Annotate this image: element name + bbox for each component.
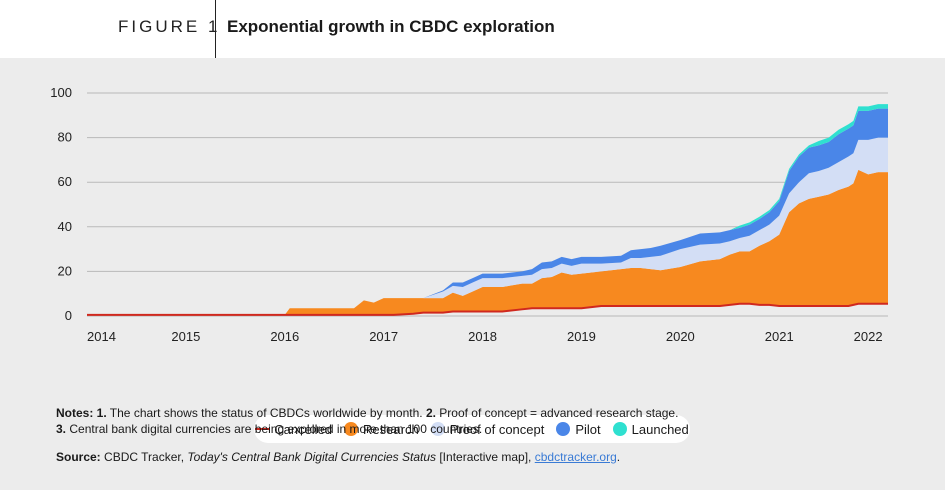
legend-label-launched: Launched <box>631 421 689 437</box>
x-tick-label-2016: 2016 <box>270 329 299 344</box>
note-text-2: Proof of concept = advanced research sta… <box>435 406 679 420</box>
chart-panel: 0 20 40 60 80 100 2014 2015 2016 2017 2018 2019 2020… <box>0 58 945 490</box>
note-number-2: 2. <box>425 406 436 420</box>
source-title: Today's Central Bank Digital Currencies … <box>187 450 437 464</box>
y-tick-label-20: 20 <box>58 263 72 278</box>
source-text-2: [Interactive map], <box>436 450 535 464</box>
source-label: Source: <box>56 450 101 464</box>
y-tick-label-100: 100 <box>50 85 72 100</box>
x-tick-label-2015: 2015 <box>171 329 200 344</box>
note-text-3: Central bank digital currencies are bein… <box>66 422 483 436</box>
legend-item-proof-of-concept[interactable]: Proof of concept <box>430 421 545 437</box>
cancelled-line <box>87 302 888 316</box>
legend-item-pilot[interactable]: Pilot <box>556 421 601 437</box>
x-tick-label-2021: 2021 <box>765 329 794 344</box>
legend-label-proof-of-concept: Proof of concept <box>449 421 545 437</box>
legend-item-research[interactable]: Research <box>344 422 419 437</box>
chart-source: Source: CBDC Tracker, Today's Central Ba… <box>56 450 916 464</box>
research-swatch <box>344 422 359 436</box>
legend-item-cancelled[interactable]: Cancelled <box>255 422 332 437</box>
note-number-3: 3. <box>56 422 67 436</box>
launched-swatch <box>612 422 627 436</box>
figure-title: Exponential growth in CBDC exploration <box>227 17 555 36</box>
legend-item-launched[interactable]: Launched <box>612 421 689 437</box>
note-number-1: 1. <box>96 406 107 420</box>
proof-of-concept-area <box>87 137 888 315</box>
chart-legend: Cancelled Research Proof of concept Pilo… <box>254 415 690 443</box>
x-tick-label-2019: 2019 <box>567 329 596 344</box>
note-text-1: The chart shows the status of CBDCs worl… <box>106 406 426 420</box>
proof-of-concept-swatch <box>430 422 445 436</box>
x-tick-label-2022: 2022 <box>854 329 883 344</box>
figure-header: FIGURE 1 Exponential growth in CBDC expl… <box>0 0 945 58</box>
legend-label-cancelled: Cancelled <box>274 421 333 437</box>
pilot-area <box>87 108 888 315</box>
y-tick-label-0: 0 <box>65 308 72 323</box>
x-tick-label-2018: 2018 <box>468 329 497 344</box>
source-end: . <box>616 450 621 464</box>
chart-notes: Notes: 1. The chart shows the status of … <box>56 405 916 437</box>
pilot-swatch <box>556 422 571 436</box>
x-tick-label-2017: 2017 <box>369 329 398 344</box>
x-tick-label-2014: 2014 <box>87 329 116 344</box>
x-tick-label-2020: 2020 <box>666 329 695 344</box>
source-link[interactable]: cbdctracker.org <box>534 450 617 464</box>
header-divider <box>215 0 216 58</box>
figure-label: FIGURE 1 <box>118 17 221 36</box>
chart-svg: 0 20 40 60 80 100 2014 2015 2016 2017 2018 2019 2020… <box>50 85 888 344</box>
y-tick-label-80: 80 <box>58 130 72 145</box>
cancelled-swatch <box>255 428 270 430</box>
notes-line-2: 3. Central bank digital currencies are b… <box>56 421 916 437</box>
y-tick-label-40: 40 <box>58 219 72 234</box>
legend-label-pilot: Pilot <box>575 421 601 437</box>
source-text-1: CBDC Tracker, <box>100 450 188 464</box>
legend-label-research: Research <box>363 421 419 437</box>
notes-line-1: Notes: 1. The chart shows the status of … <box>56 405 916 421</box>
y-tick-label-60: 60 <box>58 174 72 189</box>
notes-prefix: Notes: <box>56 406 97 420</box>
research-area <box>87 169 888 315</box>
